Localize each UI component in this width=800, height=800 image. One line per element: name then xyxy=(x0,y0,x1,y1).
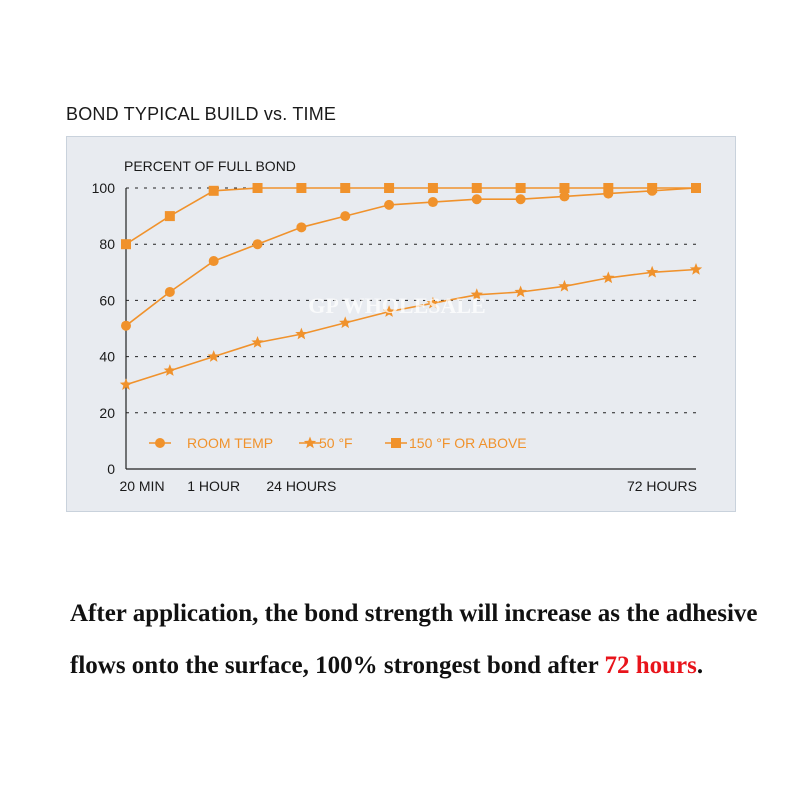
data-point xyxy=(647,183,658,193)
y-tick-label: 100 xyxy=(92,180,116,196)
data-point xyxy=(515,183,526,193)
data-point xyxy=(645,265,659,278)
y-tick-label: 0 xyxy=(107,461,115,477)
data-point xyxy=(558,279,571,292)
legend-label: 150 °F OR ABOVE xyxy=(409,435,527,451)
y-tick-label: 20 xyxy=(99,405,115,421)
plot-panel: PERCENT OF FULL BOND 0 20 40 60 80 100 20 MIN 1 … xyxy=(66,136,736,512)
data-point xyxy=(164,286,175,297)
x-tick-label: 24 HOURS xyxy=(266,478,336,494)
data-point xyxy=(252,239,263,250)
data-point xyxy=(208,185,219,196)
caption-text: After application, the bond strength wil… xyxy=(70,600,758,679)
data-point xyxy=(559,183,570,193)
data-point xyxy=(121,239,131,250)
x-tick-label: 1 HOUR xyxy=(187,478,240,494)
data-point xyxy=(603,183,614,193)
data-point xyxy=(164,211,175,222)
y-axis-label: PERCENT OF FULL BOND xyxy=(124,158,296,174)
y-tick-label: 60 xyxy=(99,292,115,308)
legend-label: ROOM TEMP xyxy=(187,435,273,451)
data-point xyxy=(296,183,307,193)
caption-highlight: 72 hours xyxy=(604,652,697,679)
data-point xyxy=(471,194,482,205)
data-point xyxy=(382,305,396,317)
watermark: GP WHOLESALE xyxy=(308,293,485,318)
data-point xyxy=(427,197,438,208)
y-tick-label: 80 xyxy=(99,236,115,252)
data-point xyxy=(340,183,351,193)
legend-marker xyxy=(391,438,401,448)
data-point xyxy=(252,183,263,193)
x-tick-label: 72 HOURS xyxy=(627,478,697,494)
data-point xyxy=(691,183,701,193)
series-square xyxy=(121,183,701,250)
series-line xyxy=(125,268,697,386)
data-point xyxy=(295,327,308,340)
legend-label: 50 °F xyxy=(319,435,353,451)
data-point xyxy=(427,183,438,193)
data-point xyxy=(119,378,133,390)
caption-period: . xyxy=(696,652,704,679)
series-circle xyxy=(121,183,701,331)
series-star xyxy=(119,262,703,390)
data-point xyxy=(296,222,307,233)
data-point xyxy=(471,183,482,193)
x-tick-label: 20 MIN xyxy=(119,478,164,494)
data-point xyxy=(339,316,352,329)
data-point xyxy=(602,271,615,284)
legend-marker xyxy=(155,438,165,448)
data-point xyxy=(384,199,395,210)
series-line xyxy=(125,187,696,245)
data-point xyxy=(207,350,220,362)
data-point xyxy=(514,285,527,298)
data-point xyxy=(208,256,219,267)
chart-svg: PERCENT OF FULL BOND 0 20 40 60 80 100 20 MIN 1 … xyxy=(92,158,703,494)
data-point xyxy=(251,336,264,348)
data-point xyxy=(515,194,526,205)
data-point xyxy=(384,183,395,193)
data-point xyxy=(426,296,440,309)
data-point xyxy=(470,288,483,301)
y-tick-label: 40 xyxy=(99,349,115,365)
legend-item: 50 °F xyxy=(299,435,353,451)
data-point xyxy=(163,364,177,376)
legend-item: ROOM TEMP xyxy=(149,435,273,451)
series-line xyxy=(125,187,697,327)
chart-title: BOND TYPICAL BUILD vs. TIME xyxy=(66,104,337,124)
caption: After application, the bond strength wil… xyxy=(70,588,770,692)
data-point xyxy=(121,320,131,331)
data-point xyxy=(559,191,570,202)
data-point xyxy=(689,262,703,275)
legend-item: 150 °F OR ABOVE xyxy=(385,435,527,451)
legend-marker xyxy=(303,436,317,449)
data-point xyxy=(340,211,351,222)
